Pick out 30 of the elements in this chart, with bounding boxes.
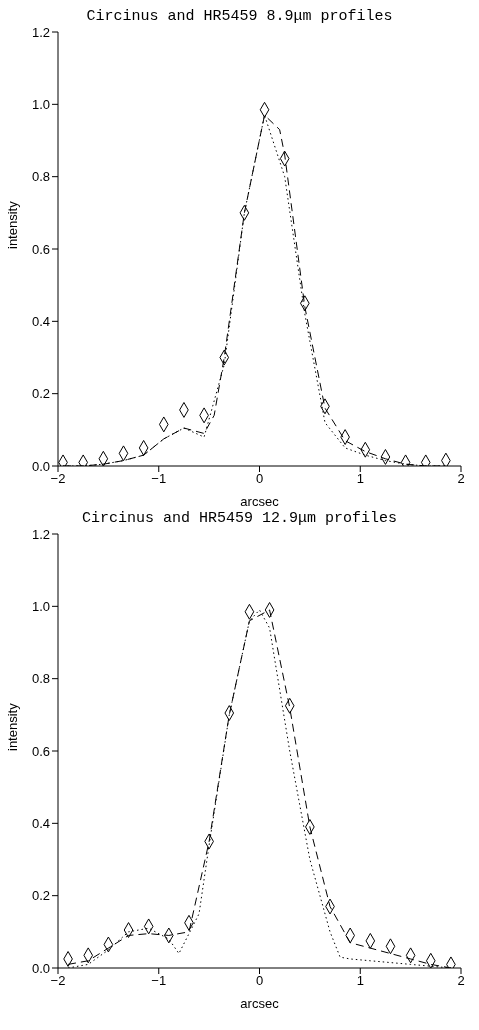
x-tick-label: −1 bbox=[151, 471, 167, 487]
chart-title: Circinus and HR5459 8.9μm profiles bbox=[86, 8, 393, 25]
y-axis-title: intensity bbox=[4, 200, 20, 249]
x-tick-label: 2 bbox=[457, 471, 465, 487]
y-tick-label: 0.4 bbox=[31, 815, 50, 831]
y-tick-label: 1.2 bbox=[31, 526, 50, 542]
chart-title: Circinus and HR5459 12.9μm profiles bbox=[81, 510, 398, 527]
x-tick-label: −1 bbox=[151, 973, 167, 989]
y-axis-title: intensity bbox=[4, 702, 20, 751]
x-tick-label: 0 bbox=[255, 471, 264, 487]
x-tick-label: 0 bbox=[255, 973, 264, 989]
y-tick-label: 0.8 bbox=[31, 169, 50, 185]
x-axis-title: arcsec bbox=[240, 494, 280, 509]
y-tick-label: 1.0 bbox=[31, 598, 50, 614]
y-tick-label: 0.6 bbox=[31, 241, 50, 257]
y-tick-label: 0.0 bbox=[31, 458, 50, 474]
x-tick-label: 1 bbox=[356, 973, 364, 989]
y-tick-label: 0.0 bbox=[31, 960, 50, 976]
x-tick-label: 1 bbox=[356, 471, 364, 487]
y-tick-label: 0.2 bbox=[31, 386, 50, 402]
y-tick-label: 1.0 bbox=[31, 96, 50, 112]
y-tick-label: 1.2 bbox=[31, 24, 50, 40]
x-tick-label: −2 bbox=[50, 471, 66, 487]
y-tick-label: 0.8 bbox=[31, 671, 50, 687]
x-tick-label: 2 bbox=[457, 973, 465, 989]
y-tick-label: 0.4 bbox=[31, 313, 50, 329]
y-tick-label: 0.6 bbox=[31, 743, 50, 759]
x-tick-label: −2 bbox=[50, 973, 66, 989]
y-tick-label: 0.2 bbox=[31, 888, 50, 904]
x-axis-title: arcsec bbox=[240, 996, 280, 1011]
